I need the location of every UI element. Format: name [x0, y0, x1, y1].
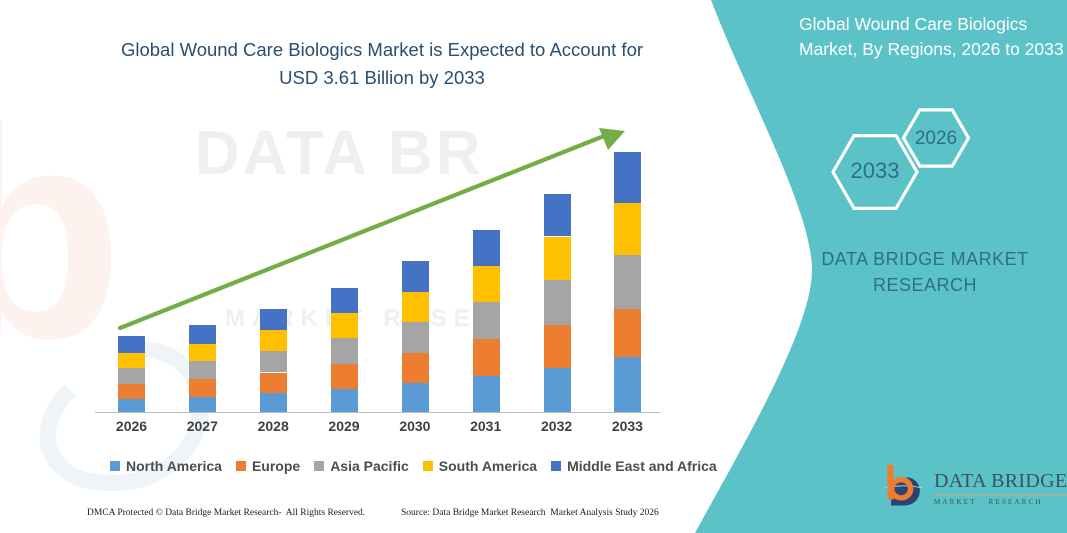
svg-text:2026: 2026	[915, 128, 957, 149]
svg-text:2033: 2033	[851, 158, 900, 183]
